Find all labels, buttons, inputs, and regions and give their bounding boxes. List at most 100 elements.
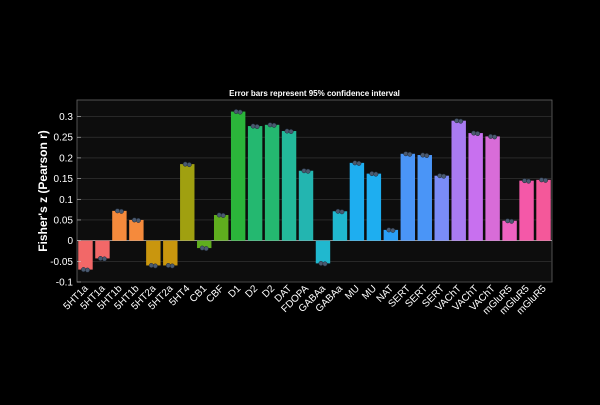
bars: [78, 109, 551, 273]
bar: [502, 220, 517, 241]
bar: [315, 240, 331, 264]
bar: [180, 164, 195, 241]
data-point: [288, 129, 294, 134]
x-tick-label: MU: [343, 283, 362, 302]
data-point: [152, 263, 158, 269]
data-point: [492, 134, 498, 140]
data-point: [114, 208, 120, 214]
bar: [434, 175, 449, 241]
data-point: [335, 208, 341, 214]
data-point: [199, 245, 205, 251]
bar: [247, 126, 263, 241]
y-tick-label: 0: [67, 236, 73, 247]
bar: [78, 240, 93, 270]
data-point: [301, 168, 307, 174]
bar: [332, 211, 348, 241]
bar: [298, 170, 314, 241]
bar: [230, 111, 246, 241]
bar: [163, 240, 178, 266]
bar: [95, 240, 110, 259]
bar: [451, 120, 466, 241]
x-tick-label: D2: [243, 283, 260, 300]
data-point: [165, 263, 171, 268]
data-point: [509, 218, 515, 224]
data-point: [407, 151, 413, 157]
y-tick-label: -0.1: [56, 278, 74, 289]
data-point: [305, 168, 311, 174]
bar: [146, 240, 161, 266]
x-tick-label: CBF: [204, 283, 226, 305]
data-point: [369, 171, 375, 177]
data-point: [488, 133, 494, 139]
data-point: [284, 128, 290, 134]
data-point: [356, 160, 362, 166]
data-point: [148, 263, 154, 268]
bar: [213, 214, 229, 241]
bar: [129, 219, 144, 241]
bar: [366, 173, 382, 241]
data-point: [403, 151, 409, 157]
data-point: [322, 261, 328, 267]
data-point: [81, 267, 86, 273]
data-point: [220, 213, 226, 218]
data-point: [101, 256, 107, 262]
data-point: [271, 122, 277, 128]
y-tick-label: 0.05: [54, 215, 74, 226]
bar: [400, 153, 416, 241]
data-point: [169, 263, 175, 269]
y-tick-label: 0.3: [59, 112, 73, 123]
data-point: [203, 246, 209, 252]
data-point: [186, 162, 192, 168]
data-point: [254, 124, 260, 130]
x-tick-label: D1: [226, 283, 243, 300]
data-point: [454, 118, 460, 124]
data-point: [522, 178, 528, 184]
y-tick-label: 0.2: [59, 153, 73, 164]
data-point: [526, 178, 532, 184]
data-point: [85, 267, 90, 273]
data-point: [339, 209, 345, 215]
data-point: [458, 118, 464, 124]
bar: [281, 131, 297, 241]
bar: [349, 162, 365, 241]
data-point: [237, 109, 243, 115]
bar: [536, 179, 551, 241]
chart-title: Error bars represent 95% confidence inte…: [229, 89, 400, 98]
data-point: [390, 227, 396, 233]
x-tick-label: CB1: [188, 283, 210, 305]
data-point: [97, 255, 103, 261]
y-axis-ticks: -0.1 -0.05 0 0.05 0.1 0.15 0.2 0.25 0.3: [50, 112, 81, 289]
data-point: [233, 109, 239, 115]
data-point: [424, 153, 430, 158]
data-point: [131, 217, 137, 223]
data-point: [475, 131, 481, 137]
data-point: [437, 173, 443, 179]
x-axis-ticks: 5HT1a5HT1a5HT1b5HT1b5HT2a5HT2a5HT4CB1CBF…: [62, 283, 549, 317]
bar: [485, 136, 500, 241]
bar: [417, 155, 432, 241]
data-point: [539, 177, 544, 183]
data-point: [373, 171, 379, 177]
y-tick-label: 0.15: [54, 174, 74, 185]
data-point: [386, 227, 392, 233]
data-point: [441, 173, 447, 179]
bar: [197, 240, 212, 249]
y-tick-label: 0.1: [59, 195, 73, 206]
y-tick-label: 0.25: [54, 133, 74, 144]
data-point: [250, 123, 256, 129]
bar: [112, 210, 127, 241]
bar: [468, 133, 483, 241]
bar: [383, 229, 399, 241]
data-point: [318, 260, 324, 266]
bar: [264, 124, 280, 241]
data-point: [505, 218, 511, 224]
data-point: [135, 218, 141, 223]
data-point: [420, 152, 426, 158]
data-point: [543, 177, 548, 183]
bar: [519, 180, 534, 241]
data-point: [182, 161, 188, 167]
data-point: [352, 160, 358, 166]
y-tick-label: -0.05: [50, 257, 73, 268]
